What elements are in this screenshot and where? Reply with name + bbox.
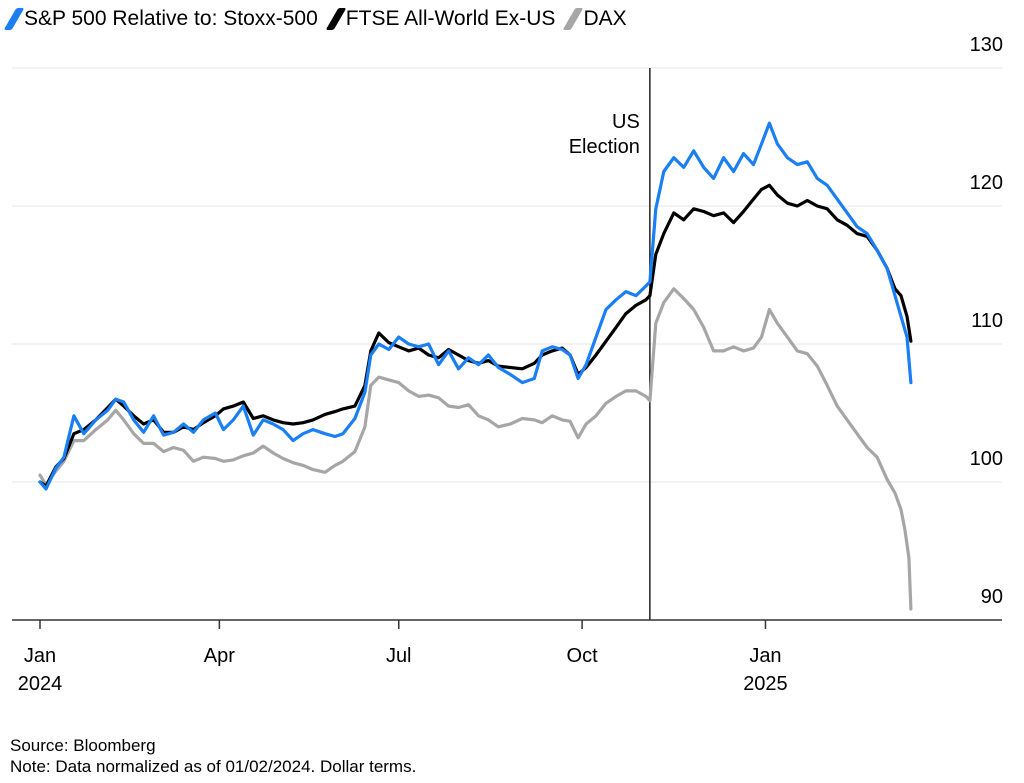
election-marker: US Election — [569, 68, 651, 620]
y-tick-label-130: 130 — [970, 34, 1003, 56]
legend-label-sp500: S&P 500 Relative to: Stoxx-500 — [24, 7, 318, 30]
y-tick-labels: 90 100 110 120 130 — [970, 34, 1003, 608]
line-chart: 90 100 110 120 130 US Election Jan 2024 Apr Jul… — [12, 34, 1003, 695]
x-tick-labels: Jan 2024 Apr Jul Oct Jan 2025 — [18, 620, 788, 695]
series-lines — [38, 121, 913, 611]
y-tick-label-120: 120 — [970, 172, 1003, 194]
y-tick-label-110: 110 — [971, 310, 1003, 332]
y-tick-label-100: 100 — [970, 448, 1003, 470]
chart-footer: Source: Bloomberg Note: Data normalized … — [10, 735, 416, 777]
gridlines — [12, 67, 1002, 483]
x-tick-label-0: Jan — [24, 645, 56, 667]
x-tick-label-2: Jul — [386, 645, 412, 667]
legend-item-dax[interactable]: DAX — [563, 7, 627, 31]
legend: S&P 500 Relative to: Stoxx-500 FTSE All-… — [3, 5, 641, 33]
series-line-ftse-all-world-ex-us — [38, 183, 913, 488]
x-tick-label-3: Oct — [567, 645, 599, 667]
x-tick-label-4: Jan — [749, 645, 781, 667]
x-tick-year-4: 2025 — [743, 673, 788, 695]
y-tick-label-90: 90 — [981, 586, 1003, 608]
source-note: Source: Bloomberg — [10, 736, 156, 755]
election-label-line1: US — [612, 111, 640, 133]
series-line-s-p-500-relative-to-stoxx-500 — [38, 121, 913, 491]
x-tick-year-0: 2024 — [18, 673, 63, 695]
election-label-line2: Election — [569, 136, 640, 158]
legend-label-dax: DAX — [583, 7, 627, 30]
legend-item-sp500[interactable]: S&P 500 Relative to: Stoxx-500 — [3, 7, 318, 31]
data-note: Note: Data normalized as of 01/02/2024. … — [10, 757, 417, 776]
x-tick-label-1: Apr — [204, 645, 235, 667]
legend-label-ftse: FTSE All-World Ex-US — [345, 7, 556, 30]
series-line-dax — [38, 287, 913, 611]
legend-item-ftse[interactable]: FTSE All-World Ex-US — [325, 7, 556, 31]
